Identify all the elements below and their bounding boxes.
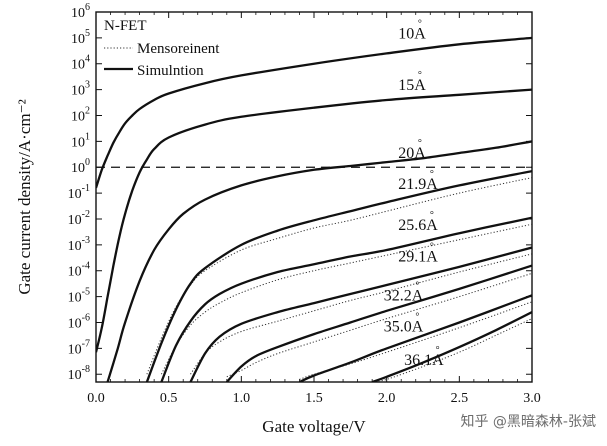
x-tick-label: 1.0 xyxy=(233,391,251,406)
angstrom-ring: ° xyxy=(418,138,422,149)
curve-label-4: 25.6A xyxy=(398,217,438,234)
axis-ticks: 0.0 0.5 1.0 1.5 2.0 2.5 3.0 106 105 104 103 102 101 1… xyxy=(68,2,541,406)
angstrom-ring: ° xyxy=(430,169,434,180)
measurement-curve-6 xyxy=(226,272,532,378)
simulation-curve-6 xyxy=(225,264,532,382)
curve-label-5: 29.1A xyxy=(398,249,438,266)
y-tick-label: 101 xyxy=(71,131,90,150)
x-axis-title: Gate voltage/V xyxy=(262,417,366,436)
angstrom-ring: ° xyxy=(430,242,434,253)
angstrom-ring: ° xyxy=(436,345,440,356)
simulation-curve-2 xyxy=(106,140,532,382)
curves xyxy=(96,36,532,382)
y-tick-label: 10-3 xyxy=(68,235,90,254)
angstrom-ring: ° xyxy=(415,312,419,323)
measurement-curve-3 xyxy=(146,177,532,375)
simulation-curve-4 xyxy=(160,216,532,382)
measurement-curve-5 xyxy=(190,253,532,375)
x-tick-label: 3.0 xyxy=(523,391,541,406)
y-tick-label: 106 xyxy=(71,2,90,21)
y-tick-label: 10-2 xyxy=(68,209,90,228)
y-tick-label: 10-5 xyxy=(68,287,90,306)
y-tick-label: 102 xyxy=(71,105,90,124)
measurement-curve-4 xyxy=(160,223,532,375)
measurement-curve-8 xyxy=(372,318,532,382)
curve-label-8: 36.1A xyxy=(404,352,444,369)
y-tick-label: 104 xyxy=(71,54,90,73)
y-tick-label: 105 xyxy=(71,28,90,47)
x-tick-label: 0.5 xyxy=(160,391,178,406)
curve-label-2: 20A xyxy=(398,145,426,162)
curve-labels: 10A°15A°20A°21.9A°25.6A°29.1A°32.2A°35.0… xyxy=(384,18,444,369)
angstrom-ring: ° xyxy=(415,280,419,291)
y-tick-label: 100 xyxy=(71,157,90,176)
y-tick-label: 10-7 xyxy=(68,338,90,357)
simulation-curve-5 xyxy=(189,246,532,382)
watermark: 知乎 @黑暗森林-张斌 xyxy=(460,413,596,430)
legend: N-FET Mensoreinent Simulntion xyxy=(104,18,220,79)
angstrom-ring: ° xyxy=(418,70,422,81)
angstrom-ring: ° xyxy=(430,210,434,221)
angstrom-ring: ° xyxy=(418,18,422,29)
y-tick-label: 10-1 xyxy=(68,183,90,202)
y-axis-title: Gate current density/A·cm⁻² xyxy=(15,99,34,294)
y-tick-label: 10-8 xyxy=(68,364,90,383)
curve-label-0: 10A xyxy=(398,25,426,42)
legend-measurement-label: Mensoreinent xyxy=(137,41,220,57)
curve-label-1: 15A xyxy=(398,77,426,94)
simulation-curve-0 xyxy=(96,36,532,189)
curve-label-3: 21.9A xyxy=(398,176,438,193)
simulation-curve-8 xyxy=(371,311,532,382)
x-tick-label: 1.5 xyxy=(305,391,323,406)
curve-label-6: 32.2A xyxy=(384,287,424,304)
y-tick-label: 103 xyxy=(71,80,90,99)
x-tick-label: 2.5 xyxy=(451,391,469,406)
measurement-curve-7 xyxy=(299,301,532,380)
curve-label-7: 35.0A xyxy=(384,319,424,336)
legend-title: N-FET xyxy=(104,18,147,34)
simulation-curve-1 xyxy=(96,88,532,353)
y-tick-label: 10-6 xyxy=(68,312,90,331)
simulation-curve-7 xyxy=(299,294,532,382)
x-tick-label: 0.0 xyxy=(87,391,105,406)
legend-simulation-label: Simulntion xyxy=(137,63,204,79)
x-tick-label: 2.0 xyxy=(378,391,396,406)
y-tick-label: 10-4 xyxy=(68,261,90,280)
simulation-curve-3 xyxy=(145,169,532,382)
